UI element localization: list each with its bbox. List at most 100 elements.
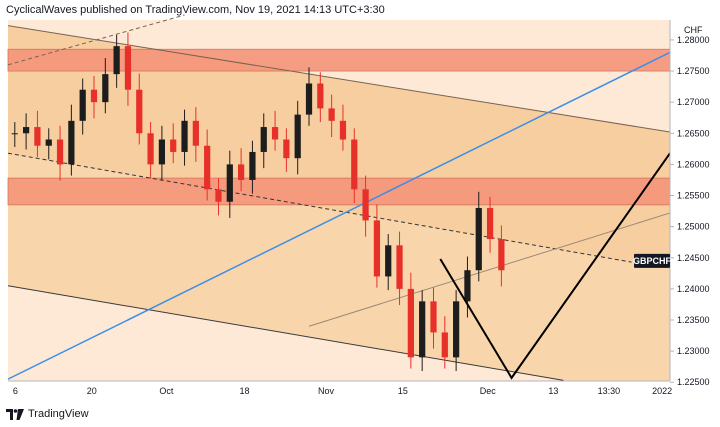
candle-body [464, 270, 471, 302]
candle [362, 175, 369, 237]
resistance-zone [7, 177, 671, 206]
candle-body [204, 145, 211, 190]
candle-body [238, 164, 245, 180]
candle-body [317, 83, 324, 109]
y-tick-label: 1.28000 [677, 35, 710, 45]
candle [328, 94, 335, 138]
tv-logo-icon [6, 408, 24, 420]
candle [226, 150, 233, 218]
y-tick-label: 1.25000 [677, 222, 710, 232]
y-tick-label: 1.27500 [677, 66, 710, 76]
candle-body [34, 127, 41, 146]
candle [102, 57, 109, 114]
candle [407, 272, 414, 369]
price-axis-unit: CHF [684, 25, 703, 35]
x-tick-label: Oct [159, 386, 174, 396]
candle-body [136, 89, 143, 134]
candle [271, 110, 279, 151]
candle-body [11, 133, 18, 135]
brand-name: TradingView [28, 408, 89, 420]
candle-body [113, 46, 120, 75]
lower-trendline [7, 285, 564, 381]
candle-body [68, 120, 75, 165]
x-tick-label: Nov [318, 386, 335, 396]
y-tick-label: 1.27000 [677, 97, 710, 107]
candle-body [181, 120, 188, 152]
candle [170, 123, 177, 164]
projection-path [439, 152, 671, 380]
candle-body [260, 127, 267, 152]
candlestick-series [11, 32, 505, 372]
price-label-box [634, 253, 670, 268]
candle-body [362, 189, 369, 221]
candle [34, 110, 41, 157]
candle [22, 113, 30, 150]
candle-body [486, 207, 494, 240]
rising-support-line [308, 212, 671, 327]
candle [453, 290, 460, 372]
candle-body [147, 133, 154, 165]
time-axis-bg [0, 381, 720, 427]
y-tick-label: 1.23500 [677, 315, 710, 325]
candle [419, 290, 426, 372]
candle [486, 196, 494, 253]
candle-body [351, 139, 358, 190]
candle [373, 204, 381, 288]
candle [396, 231, 403, 306]
y-tick-label: 1.24500 [677, 253, 710, 263]
y-tick-label: 1.25500 [677, 191, 710, 201]
candle [79, 78, 86, 135]
y-tick-label: 1.23000 [677, 346, 710, 356]
candle-body [385, 245, 392, 277]
candle [90, 76, 98, 119]
candle-body [124, 46, 132, 90]
x-tick-label: 15 [398, 386, 408, 396]
candle [339, 104, 347, 151]
x-tick-label: 20 [87, 386, 97, 396]
candle [294, 100, 301, 175]
price-label-text: GBPCHF [633, 256, 672, 266]
candle [11, 122, 18, 147]
candle-body [249, 151, 256, 180]
candle-body [90, 89, 98, 103]
candle [136, 73, 143, 145]
candle-body [45, 139, 52, 146]
candle [351, 128, 358, 203]
candle-body [158, 139, 166, 165]
candle-body [419, 301, 426, 358]
candle-body [475, 207, 482, 271]
y-tick-label: 1.26000 [677, 159, 710, 169]
y-tick-label: 1.26500 [677, 128, 710, 138]
candle-body [396, 245, 403, 289]
candle-body [305, 83, 313, 115]
candle [464, 256, 471, 318]
candle-body [283, 139, 290, 159]
mid-dashed-line [7, 152, 632, 263]
candle-body [22, 127, 30, 134]
candle-body [170, 139, 177, 152]
candle [181, 109, 188, 166]
candle-body [441, 332, 448, 358]
candle [238, 148, 245, 192]
price-axis-bg [670, 0, 720, 427]
x-tick-label: 18 [240, 386, 250, 396]
candle-body [192, 120, 199, 146]
x-tick-label: 13 [548, 386, 558, 396]
candle [441, 316, 448, 369]
candle [385, 234, 392, 291]
candle-body [294, 114, 301, 159]
candle-body [373, 220, 381, 277]
candle [317, 72, 324, 123]
candle [204, 129, 211, 201]
candle-body [339, 120, 347, 140]
blue-trendline [7, 51, 671, 380]
candle-body [328, 108, 335, 121]
candle [215, 178, 222, 216]
candle [45, 128, 52, 160]
candle-body [498, 239, 505, 271]
candle-body [79, 89, 86, 121]
x-tick-label: 6 [13, 386, 18, 396]
candle [430, 287, 437, 349]
